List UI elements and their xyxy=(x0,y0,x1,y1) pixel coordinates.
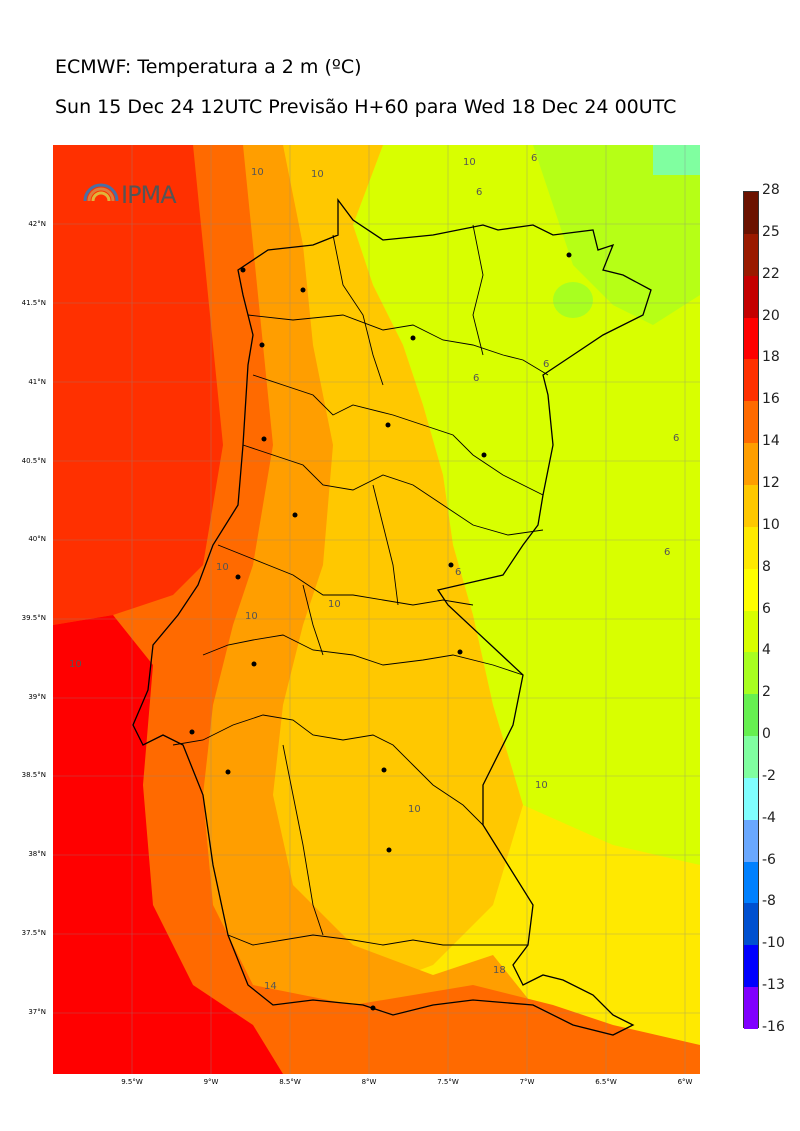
contour-label: 10 xyxy=(408,804,421,815)
colorbar-segment xyxy=(744,610,758,653)
colorbar-segment xyxy=(744,819,758,863)
contour-label: 10 xyxy=(328,599,341,610)
lat-label: 41.5°N xyxy=(21,299,46,307)
lat-label: 41°N xyxy=(28,378,46,386)
colorbar-label: -13 xyxy=(762,977,785,994)
colorbar-segment xyxy=(744,945,758,988)
lat-label: 38.5°N xyxy=(21,771,46,779)
contour-label: 6 xyxy=(473,373,479,384)
colorbar-label: -10 xyxy=(762,935,785,952)
logo-text: IPMA xyxy=(121,181,177,209)
lon-label: 7°W xyxy=(519,1078,535,1086)
colorbar-segment xyxy=(744,903,758,946)
lat-label: 37°N xyxy=(28,1008,46,1016)
colorbar-segment xyxy=(744,401,758,444)
district-borders xyxy=(172,224,549,946)
contour-label: 10 xyxy=(69,659,82,670)
contour-label: 10 xyxy=(245,611,258,622)
colorbar-label: 18 xyxy=(762,349,780,366)
temperature-map: 10 10 10 6 6 6 6 6 6 10 10 6 10 10 10 10… xyxy=(53,145,700,1074)
colorbar-segment xyxy=(744,652,758,695)
colorbar-label: 28 xyxy=(762,182,780,198)
colorbar-label: 16 xyxy=(762,391,780,408)
contour-label: 6 xyxy=(455,567,461,578)
colorbar xyxy=(743,191,759,1030)
map-canvas: 10 10 10 6 6 6 6 6 6 10 10 6 10 10 10 10… xyxy=(53,145,700,1074)
colorbar-label: -16 xyxy=(762,1019,785,1035)
rainbow-icon xyxy=(83,183,119,202)
contour-label: 6 xyxy=(476,187,482,198)
colorbar-label: 6 xyxy=(762,600,771,617)
colorbar-label: -2 xyxy=(762,767,776,784)
lat-label: 38°N xyxy=(28,850,46,858)
ipma-logo: IPMA xyxy=(83,181,177,209)
lon-label: 9°W xyxy=(203,1078,219,1086)
lon-label: 7.5°W xyxy=(437,1078,459,1086)
colorbar-segment xyxy=(744,275,758,319)
lat-label: 39.5°N xyxy=(21,614,46,622)
lon-label: 8°W xyxy=(361,1078,377,1086)
contour-label: 6 xyxy=(664,547,670,558)
contour-label: 6 xyxy=(531,153,537,164)
colorbar-segment xyxy=(744,777,758,821)
contour-label: 10 xyxy=(311,169,324,180)
lon-label: 6°W xyxy=(677,1078,693,1086)
contour-label: 10 xyxy=(251,167,264,178)
contour-label: 10 xyxy=(463,157,476,168)
country-border xyxy=(132,198,652,1036)
colorbar-label: 20 xyxy=(762,307,780,324)
colorbar-label: 12 xyxy=(762,474,780,491)
contour-label: 10 xyxy=(535,780,548,791)
contour-labels: 10 10 10 6 6 6 6 6 6 10 10 6 10 10 10 10… xyxy=(69,153,679,992)
colorbar-segment xyxy=(744,526,758,570)
contour-label: 18 xyxy=(493,965,506,976)
colorbar-segment xyxy=(744,359,758,402)
colorbar-label: -8 xyxy=(762,893,776,910)
contour-label: 6 xyxy=(543,359,549,370)
contour-label: 14 xyxy=(264,981,277,992)
colorbar-label: 25 xyxy=(762,223,780,240)
colorbar-segment xyxy=(744,192,758,235)
colorbar-label: 4 xyxy=(762,642,771,659)
lon-label: 6.5°W xyxy=(595,1078,617,1086)
colorbar-segment xyxy=(744,317,758,360)
colorbar-segment xyxy=(744,694,758,737)
colorbar-segment xyxy=(744,736,758,779)
lat-label: 39°N xyxy=(28,693,46,701)
lat-label: 42°N xyxy=(28,220,46,228)
colorbar-segment xyxy=(744,233,758,277)
colorbar-label: 10 xyxy=(762,516,780,533)
map-subtitle: Sun 15 Dec 24 12UTC Previsão H+60 para W… xyxy=(55,96,677,118)
lon-label: 9.5°W xyxy=(121,1078,143,1086)
colorbar-label: 14 xyxy=(762,433,780,450)
lat-label: 40.5°N xyxy=(21,457,46,465)
city-markers xyxy=(189,252,572,1011)
colorbar-label: -6 xyxy=(762,851,776,868)
lon-label: 8.5°W xyxy=(279,1078,301,1086)
colorbar-label: 22 xyxy=(762,265,780,282)
contour-label: 10 xyxy=(216,562,229,573)
lat-label: 37.5°N xyxy=(21,929,46,937)
colorbar-segment xyxy=(744,484,758,528)
colorbar-segment xyxy=(744,861,758,904)
colorbar-label: 0 xyxy=(762,726,771,743)
map-grid xyxy=(53,145,700,1074)
colorbar-segment xyxy=(744,568,758,611)
lat-label: 40°N xyxy=(28,535,46,543)
colorbar-segment xyxy=(744,443,758,486)
colorbar-label: -4 xyxy=(762,809,776,826)
colorbar-segment xyxy=(744,987,758,1030)
contour-label: 6 xyxy=(673,433,679,444)
colorbar-label: 2 xyxy=(762,684,771,701)
map-title: ECMWF: Temperatura a 2 m (ºC) xyxy=(55,56,362,78)
colorbar-label: 8 xyxy=(762,558,771,575)
